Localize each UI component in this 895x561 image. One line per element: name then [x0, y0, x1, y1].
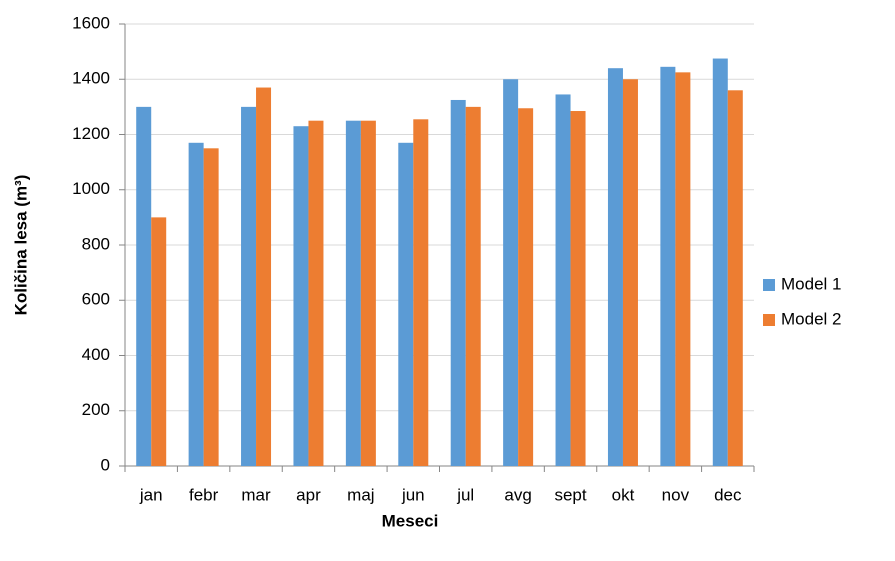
y-tick-label: 1600 [72, 13, 110, 32]
bar [241, 106, 257, 466]
x-tick-label: avg [504, 485, 531, 504]
bar [188, 142, 204, 466]
bar [675, 72, 691, 466]
y-axis-title: Količina lesa (m³) [11, 175, 30, 316]
bar [136, 106, 152, 466]
y-tick-label: 800 [82, 234, 110, 253]
x-tick-label: nov [662, 485, 690, 504]
y-tick-label: 1400 [72, 69, 110, 88]
legend-swatch [763, 314, 775, 326]
bar [293, 126, 309, 467]
bar [413, 119, 429, 467]
bar [203, 148, 219, 466]
x-tick-label: febr [189, 485, 219, 504]
x-tick-label: dec [714, 485, 742, 504]
bar [555, 94, 571, 466]
x-axis-title: Meseci [382, 511, 439, 530]
bar [503, 79, 519, 466]
bar [256, 87, 272, 466]
x-tick-label: maj [347, 485, 374, 504]
y-tick-label: 1000 [72, 179, 110, 198]
bar [727, 90, 743, 467]
x-tick-label: mar [241, 485, 271, 504]
legend-swatch [763, 279, 775, 291]
x-tick-label: apr [296, 485, 321, 504]
legend-label: Model 2 [781, 309, 841, 328]
bar [450, 99, 466, 466]
legend-label: Model 1 [781, 274, 841, 293]
bar [518, 108, 534, 466]
y-tick-label: 0 [101, 455, 110, 474]
bar [660, 66, 676, 466]
y-tick-label: 600 [82, 290, 110, 309]
bar [570, 111, 586, 467]
x-tick-label: sept [554, 485, 586, 504]
y-tick-label: 1200 [72, 124, 110, 143]
bar [398, 142, 414, 466]
bar [308, 120, 324, 466]
x-tick-label: jun [401, 485, 425, 504]
bar [465, 106, 481, 466]
x-tick-label: okt [612, 485, 635, 504]
y-tick-label: 200 [82, 400, 110, 419]
bar [607, 68, 623, 466]
x-tick-label: jan [139, 485, 163, 504]
bar [151, 217, 167, 466]
bar [622, 79, 638, 466]
bar [712, 58, 728, 466]
bar [360, 120, 376, 466]
y-tick-label: 400 [82, 345, 110, 364]
x-tick-label: jul [456, 485, 474, 504]
bar [345, 120, 361, 466]
